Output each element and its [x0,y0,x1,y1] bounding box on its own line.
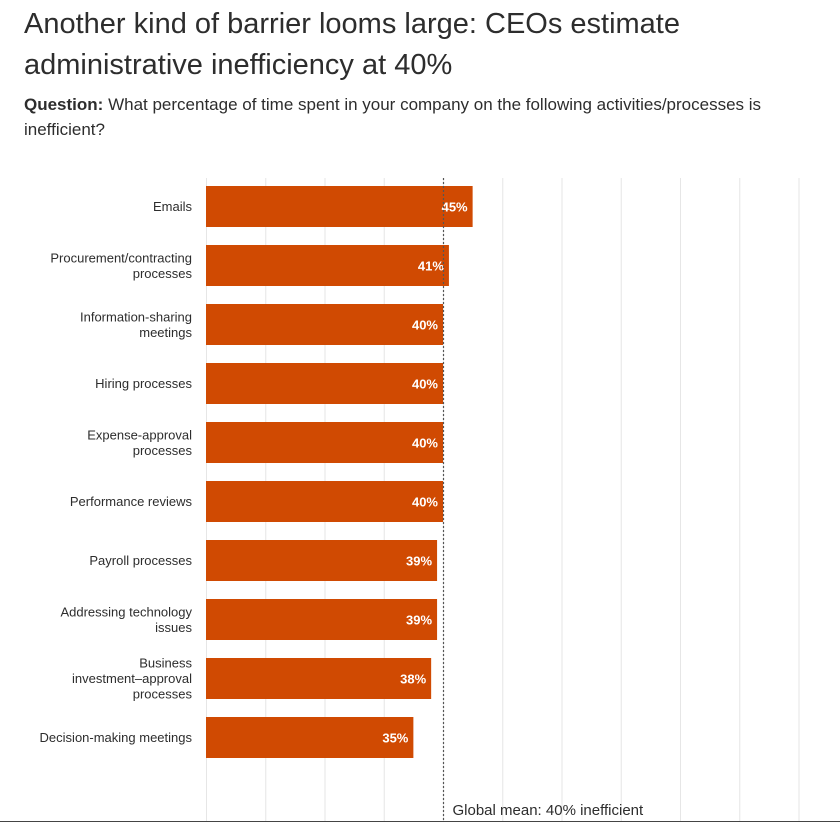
category-label: Information-sharing meetings [80,309,192,340]
bar [206,422,443,463]
category-label: Decision-making meetings [40,730,193,745]
question-label: Question: [24,95,104,114]
bar [206,717,414,758]
chart-title: Another kind of barrier looms large: CEO… [24,8,680,81]
category-label: Performance reviews [70,494,193,509]
bar [206,599,438,640]
value-label: 38% [400,672,426,687]
value-label: 41% [418,259,444,274]
value-label: 40% [412,436,438,451]
category-label: Payroll processes [89,553,192,568]
bar [206,658,432,699]
category-label: Expense-approval processes [87,427,192,458]
value-label: 39% [406,613,432,628]
bar [206,245,449,286]
mean-label: Global mean: 40% inefficient [453,802,645,819]
value-label: 45% [442,200,468,215]
chart-subtitle: Question: What percentage of time spent … [24,92,824,142]
value-label: 40% [412,318,438,333]
value-label: 35% [382,731,408,746]
category-label: Addressing technology issues [60,604,192,635]
question-text: What percentage of time spent in your co… [24,95,762,139]
category-label: Emails [153,199,193,214]
category-label: Procurement/contracting processes [50,250,192,281]
bar [206,304,443,345]
value-label: 39% [406,554,432,569]
bar [206,540,438,581]
category-label: Hiring processes [95,376,192,391]
bar [206,363,443,404]
category-label: Business investment–approval processes [72,656,192,702]
bar [206,481,443,522]
value-label: 40% [412,377,438,392]
value-label: 40% [412,495,438,510]
bar [206,186,473,227]
